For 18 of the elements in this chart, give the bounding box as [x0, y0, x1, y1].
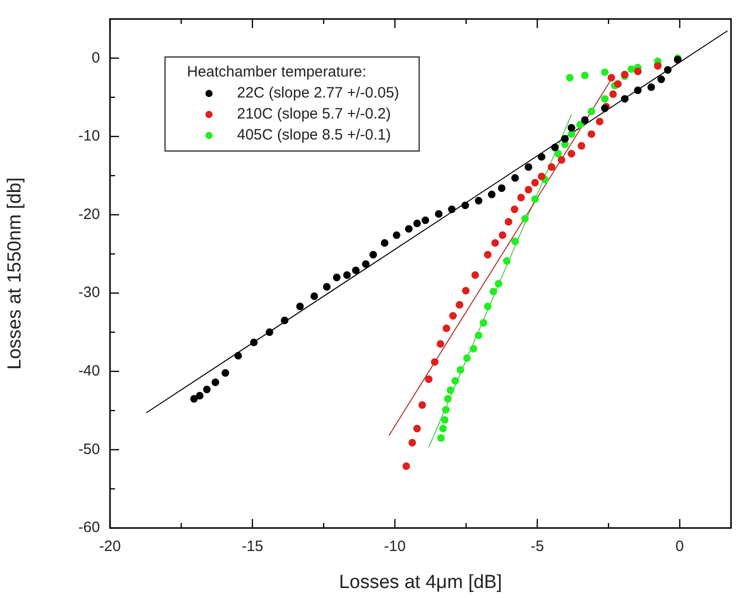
legend-label: 210C (slope 5.7 +/-0.2) [237, 106, 391, 123]
y-tick-label: -30 [78, 284, 100, 302]
x-tick-label: 0 [676, 538, 684, 556]
legend-label: 405C (slope 8.5 +/-0.1) [237, 126, 391, 144]
x-tick-label: -15 [242, 538, 264, 556]
y-tick-label: -10 [78, 128, 100, 145]
y-tick-label: -60 [78, 519, 100, 536]
y-tick-label: -20 [78, 206, 100, 223]
y-tick-label: -40 [78, 362, 100, 380]
x-axis-title: Losses at 4μm [dB] [338, 572, 502, 593]
y-axis-title: Losses at 1550nm [db] [4, 177, 26, 370]
legend-label: 22C (slope 2.77 +/-0.05) [237, 84, 400, 102]
x-tick-label: -10 [384, 538, 406, 556]
x-tick-label: -20 [99, 538, 121, 556]
y-tick-label: -50 [78, 440, 100, 458]
y-tick-label: 0 [92, 49, 100, 66]
legend-title: Heatchamber temperature: [187, 64, 366, 81]
x-tick-label: -5 [530, 538, 544, 556]
